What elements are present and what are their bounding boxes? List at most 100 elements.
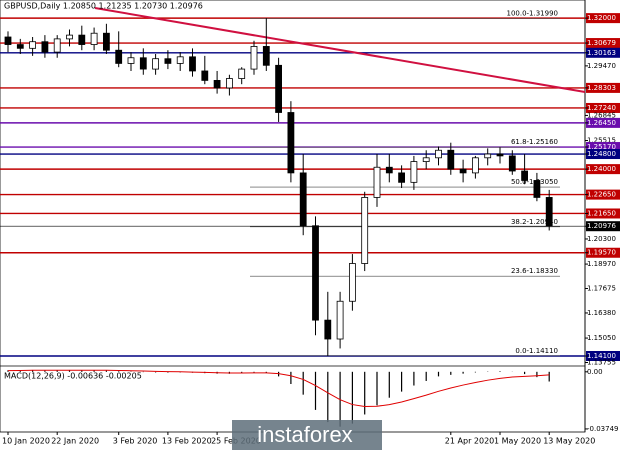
candle-body: [398, 172, 406, 183]
price-highlight: [586, 117, 620, 128]
y-tick-label: 1.28303: [587, 84, 616, 92]
y-tick-label: 1.26845: [587, 111, 616, 119]
candle-body: [4, 36, 12, 45]
price-highlight: [586, 102, 620, 113]
y-tick-label: 1.21650: [587, 209, 616, 217]
macd-signal: [7, 369, 550, 408]
x-tick-label: 1 May 2020: [494, 437, 541, 446]
price-highlight: [586, 164, 620, 175]
x-tick-label: 13 May 2020: [543, 437, 595, 446]
x-tick-label: 10 Jan 2020: [2, 437, 50, 446]
candle-body: [90, 32, 98, 45]
price-highlight: [586, 350, 620, 361]
y-tick-label: 1.16380: [587, 309, 616, 317]
x-tick-label: 3 Feb 2020: [113, 437, 158, 446]
candle-body: [66, 34, 73, 40]
price-highlight: [586, 82, 620, 93]
y-tick-label: 1.15050: [587, 334, 616, 342]
candle-body: [41, 41, 49, 53]
candle-body: [238, 68, 246, 79]
candle-body: [127, 57, 135, 64]
y-tick-label: 1.25170: [587, 143, 616, 151]
fib-label: 38.2-1.20940: [511, 218, 558, 226]
candle-body: [78, 34, 86, 45]
y-tick-label: 1.30679: [587, 39, 616, 47]
candle-body: [484, 153, 492, 159]
y-tick-label: 1.24800: [587, 150, 616, 158]
price-highlight: [586, 47, 620, 58]
candle-body: [16, 44, 24, 49]
y-tick-label: 1.20300: [587, 235, 616, 243]
candle-body: [508, 155, 516, 172]
candle-body: [201, 70, 209, 81]
candle-body: [447, 149, 455, 170]
price-highlight: [586, 38, 620, 49]
candle-body: [213, 80, 221, 89]
candle-body: [176, 56, 184, 64]
price-highlight: [586, 208, 620, 219]
fib-label: 0.0-1.14110: [515, 347, 558, 355]
y-tick-label: 1.25515: [587, 137, 616, 145]
macd-tick-label: -0.03749: [587, 425, 618, 433]
price-highlight: [586, 13, 620, 24]
candle-body: [545, 197, 553, 227]
y-tick-label: 1.17675: [587, 285, 616, 293]
price-highlight: [586, 149, 620, 160]
x-tick-label: 13 Feb 2020: [162, 437, 212, 446]
candle-body: [299, 172, 307, 227]
candle-body: [152, 58, 160, 70]
candle-body: [139, 57, 147, 70]
candle-body: [521, 170, 528, 181]
candle-body: [361, 197, 369, 264]
x-tick-label: 22 Jan 2020: [51, 437, 99, 446]
candle-body: [225, 78, 233, 89]
watermark: instaforex: [257, 422, 352, 447]
y-tick-label: 1.30163: [587, 49, 616, 57]
y-tick-label: 1.32000: [587, 14, 616, 22]
price-highlight: [586, 221, 620, 232]
candle-body: [29, 41, 37, 49]
candle-body: [115, 49, 123, 64]
candle-body: [103, 32, 110, 51]
macd-tick-label: 0.00: [587, 368, 603, 376]
candle-body: [435, 149, 442, 159]
candle-body: [373, 166, 381, 198]
y-tick-label: 1.29470: [587, 62, 616, 70]
candle-body: [164, 58, 172, 64]
candle-body: [336, 300, 344, 340]
candle-body: [422, 157, 430, 162]
y-tick-label: 1.20976: [587, 222, 616, 230]
fib-label: 100.0-1.31990: [506, 9, 558, 17]
y-tick-label: 1.27240: [587, 104, 616, 112]
candle-body: [496, 153, 504, 157]
candle-body: [275, 64, 283, 113]
x-tick-label: 21 Apr 2020: [445, 437, 494, 446]
candle-body: [250, 46, 258, 70]
watermark-box: [232, 420, 382, 450]
macd-label: MACD(12,26,9) -0.00636 -0.00205: [4, 372, 142, 381]
y-tick-label: 1.13755: [587, 359, 616, 367]
candle-body: [533, 180, 541, 198]
candle-body: [471, 157, 479, 174]
candle-body: [262, 46, 270, 66]
candle-body: [410, 161, 418, 183]
candle-body: [324, 319, 332, 340]
chart-title: GBPUSD,Daily 1.20850 1.21235 1.20730 1.2…: [4, 2, 203, 11]
y-tick-label: 1.19570: [587, 249, 616, 257]
fib-label: 61.8-1.25160: [511, 138, 558, 146]
candle-body: [312, 225, 319, 321]
price-highlight: [586, 142, 620, 153]
y-tick-label: 1.18970: [587, 260, 616, 268]
candle-body: [385, 166, 393, 174]
macd-panel: [7, 369, 550, 427]
trend-line: [94, 7, 586, 93]
fib-label: 23.6-1.18330: [511, 267, 558, 275]
candle-body: [189, 56, 196, 72]
y-tick-label: 1.26450: [587, 119, 616, 127]
y-tick-label: 1.24000: [587, 165, 616, 173]
candle-body: [53, 38, 61, 53]
y-tick-label: 1.14100: [587, 352, 616, 360]
candles: [4, 18, 553, 356]
